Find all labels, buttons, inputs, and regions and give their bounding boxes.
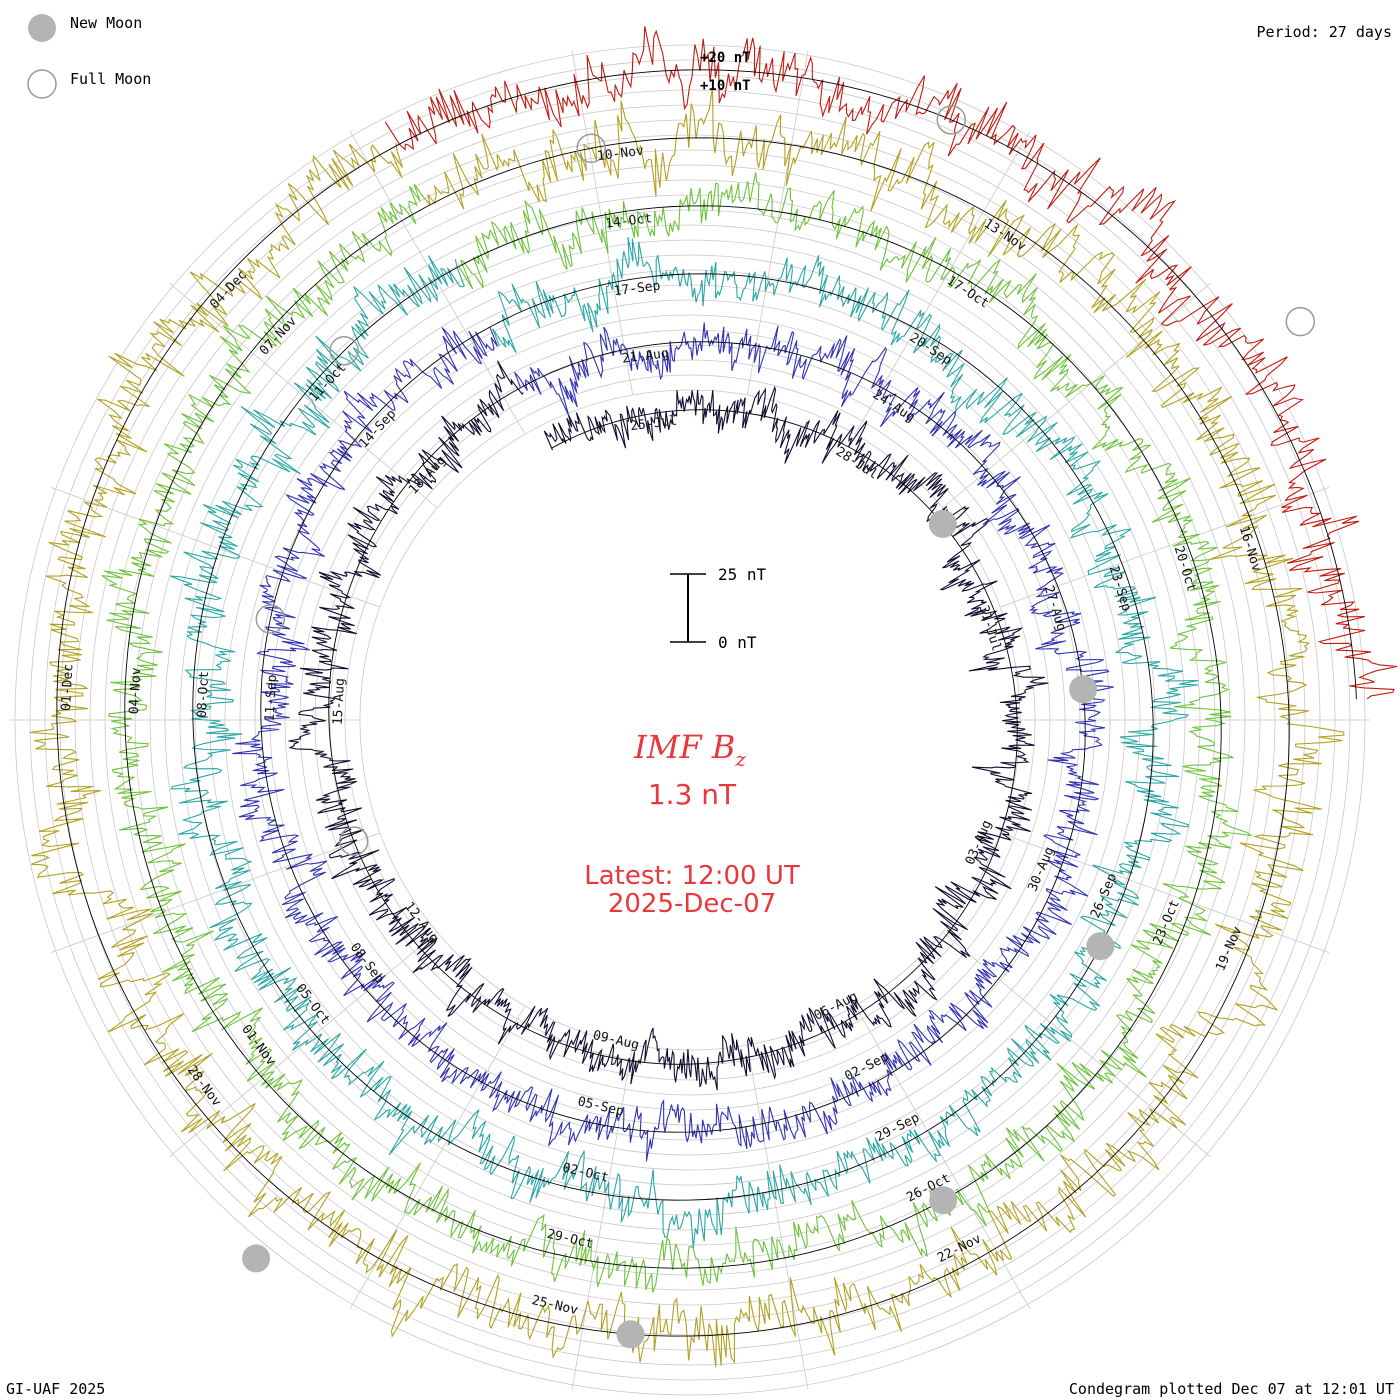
date-label: 11-Sep xyxy=(263,674,280,722)
series-layer xyxy=(29,26,1398,1368)
latest-time: Latest: 12:00 UT xyxy=(584,861,800,891)
date-label: 15-Aug xyxy=(331,678,348,726)
chart-title: IMF Bz xyxy=(633,728,746,771)
date-label: 08-Sep xyxy=(347,940,387,987)
series-line-5 xyxy=(384,26,1398,700)
scale-bar: 25 nT 0 nT xyxy=(670,565,767,652)
grid-ring xyxy=(359,389,1021,1051)
new-moon-icon xyxy=(28,14,56,42)
grid-spoke xyxy=(942,282,1212,509)
date-label: 22-Nov xyxy=(935,1231,984,1266)
date-label: 30-Aug xyxy=(1025,845,1057,894)
date-label: 17-Oct xyxy=(944,273,992,311)
outer-scale-label-20: +20 nT xyxy=(700,50,751,66)
date-label: 14-Oct xyxy=(605,211,653,232)
full-moon-marker xyxy=(936,105,967,135)
grid-spoke xyxy=(349,130,526,435)
grid-ring xyxy=(224,254,1156,1186)
current-value: 1.3 nT xyxy=(648,778,737,811)
new-moon-marker xyxy=(929,1186,958,1215)
grid-spoke xyxy=(50,832,381,953)
grid-spoke xyxy=(571,50,634,396)
date-label: 27-Aug xyxy=(1041,584,1069,633)
date-label: 20-Oct xyxy=(1171,544,1199,593)
footer-right-label: Condegram plotted Dec 07 at 12:01 UT xyxy=(1068,1380,1394,1398)
full-moon-marker xyxy=(255,604,286,634)
grid-spoke xyxy=(999,832,1330,953)
date-label: 23-Oct xyxy=(1151,898,1183,947)
full-moon-marker xyxy=(329,336,359,366)
grid-spoke xyxy=(746,1044,809,1390)
series-line-4 xyxy=(29,86,1345,1368)
grid-ring xyxy=(299,329,1081,1111)
grid-ring xyxy=(284,314,1096,1126)
baseline-spiral-5 xyxy=(396,69,1357,700)
date-label: 10-Nov xyxy=(596,144,645,165)
grid-ring xyxy=(314,344,1066,1096)
baseline-spiral-0 xyxy=(328,387,1018,1065)
date-label: 29-Sep xyxy=(873,1110,922,1145)
grid-spoke xyxy=(571,1044,634,1390)
new-moon-marker xyxy=(1069,675,1098,704)
period-label: Period: 27 days xyxy=(1256,23,1392,41)
new-moon-marker xyxy=(242,1244,271,1273)
series-line-3 xyxy=(101,172,1253,1293)
grid-spoke xyxy=(349,1005,526,1310)
date-label: 31-Jul xyxy=(976,604,1004,653)
date-label: 05-Sep xyxy=(576,1094,625,1119)
new-moon-marker xyxy=(928,509,957,538)
grid-layer xyxy=(10,44,1370,1396)
date-label: 04-Nov xyxy=(127,667,144,715)
series-line-0 xyxy=(288,360,1049,1091)
date-label: 25-Jul xyxy=(629,414,677,435)
date-label: 08-Oct xyxy=(195,671,212,719)
date-label: 21-Aug xyxy=(621,346,669,367)
date-label: 25-Nov xyxy=(530,1293,579,1318)
outer-scale-label-10: +10 nT xyxy=(700,78,751,94)
grid-ring xyxy=(269,299,1111,1141)
grid-spoke xyxy=(854,130,1031,435)
series-line-1 xyxy=(232,322,1114,1162)
new-moon-marker xyxy=(616,1320,645,1349)
series-line-2 xyxy=(170,236,1199,1249)
full-moon-marker xyxy=(1285,306,1316,337)
date-label: 06-Aug xyxy=(812,989,861,1024)
date-label: 01-Nov xyxy=(238,1022,278,1069)
grid-spoke xyxy=(999,487,1330,608)
legend-full-moon-label: Full Moon xyxy=(70,70,152,88)
footer-left-label: GI-UAF 2025 xyxy=(6,1380,106,1398)
baseline-spiral-4 xyxy=(56,137,1290,1337)
date-label: 17-Sep xyxy=(613,279,662,300)
baseline-spiral-1 xyxy=(260,326,1086,1133)
scale-bar-bottom-label: 0 nT xyxy=(718,633,757,652)
scale-bar-top-label: 25 nT xyxy=(718,565,767,584)
full-moon-marker xyxy=(339,826,369,856)
date-label: 09-Aug xyxy=(591,1028,640,1053)
moon-layer xyxy=(242,105,1316,1349)
latest-date: 2025-Dec-07 xyxy=(608,889,776,919)
legend-new-moon-label: New Moon xyxy=(70,14,143,32)
date-label: 02-Sep xyxy=(842,1050,891,1085)
date-label: 01-Dec xyxy=(59,664,76,712)
date-label: 13-Nov xyxy=(981,216,1029,254)
full-moon-marker xyxy=(576,133,606,163)
full-moon-icon xyxy=(27,69,57,99)
grid-spoke xyxy=(942,931,1212,1158)
new-moon-marker xyxy=(1086,932,1115,961)
baseline-spiral-2 xyxy=(192,266,1154,1201)
